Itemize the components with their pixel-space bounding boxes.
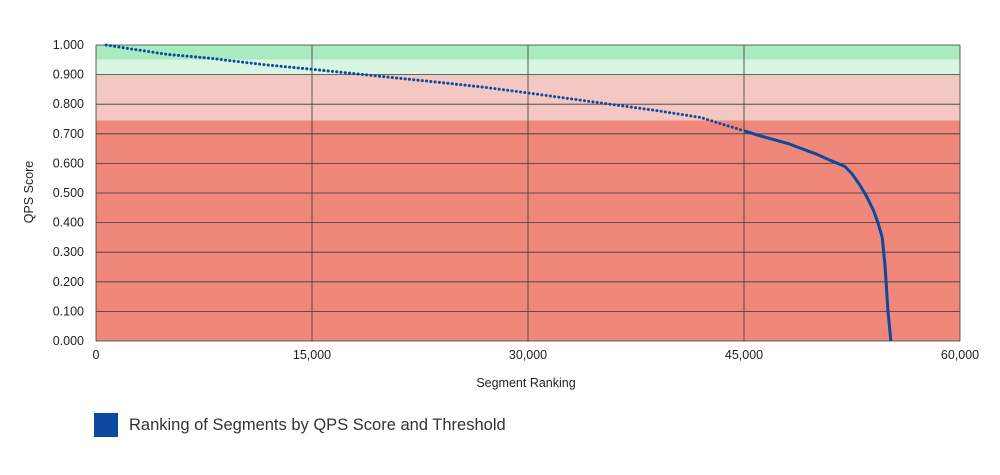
legend-swatch bbox=[94, 413, 118, 437]
series-solid-segment bbox=[743, 129, 893, 342]
y-tick-label: 1.000 bbox=[53, 38, 84, 52]
y-tick-label: 0.900 bbox=[53, 68, 84, 82]
x-axis-title: Segment Ranking bbox=[476, 376, 575, 390]
y-tick-label: 0.800 bbox=[53, 97, 84, 111]
y-tick-label: 0.600 bbox=[53, 156, 84, 170]
x-tick-label: 60,000 bbox=[941, 348, 979, 362]
y-tick-label: 0.400 bbox=[53, 216, 84, 230]
series-dotted-segment bbox=[104, 43, 746, 133]
y-tick-label: 0.300 bbox=[53, 245, 84, 259]
y-tick-label: 0.100 bbox=[53, 304, 84, 318]
x-tick-labels: 0 15,000 30,000 45,000 60,000 bbox=[93, 348, 980, 362]
x-tick-label: 15,000 bbox=[293, 348, 331, 362]
x-tick-label: 45,000 bbox=[725, 348, 763, 362]
y-axis-title: QPS Score bbox=[22, 161, 36, 224]
y-tick-label: 0.200 bbox=[53, 275, 84, 289]
legend: Ranking of Segments by QPS Score and Thr… bbox=[94, 413, 506, 437]
series-line bbox=[104, 43, 893, 342]
grid-lines bbox=[95, 44, 961, 342]
y-tick-label: 0.500 bbox=[53, 186, 84, 200]
legend-label: Ranking of Segments by QPS Score and Thr… bbox=[129, 415, 506, 434]
chart: 0.000 0.100 0.200 0.300 0.400 0.500 0.600 0.700… bbox=[22, 38, 980, 390]
y-tick-label: 0.000 bbox=[53, 334, 84, 348]
y-tick-label: 0.700 bbox=[53, 127, 84, 141]
x-tick-label: 30,000 bbox=[509, 348, 547, 362]
y-tick-labels: 0.000 0.100 0.200 0.300 0.400 0.500 0.600 0.700… bbox=[53, 38, 84, 348]
x-tick-label: 0 bbox=[93, 348, 100, 362]
